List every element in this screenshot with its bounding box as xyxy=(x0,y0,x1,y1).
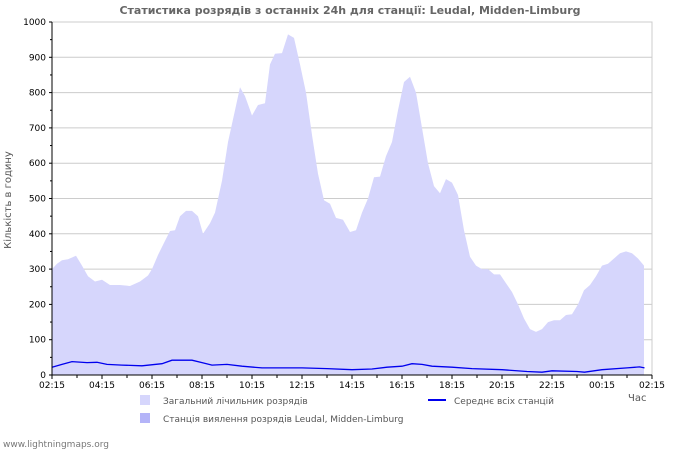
chart-title: Статистика розрядів з останніх 24h для с… xyxy=(119,4,580,17)
x-tick-label: 00:15 xyxy=(589,381,615,391)
y-tick-label: 300 xyxy=(29,265,46,275)
axes: 0 100 200 300 400 500 600 700 800 900 1000 02:15 04:… xyxy=(23,18,665,391)
legend-swatch-total xyxy=(140,395,150,405)
data-marks xyxy=(51,34,645,376)
x-tick-label: 08:15 xyxy=(189,381,215,391)
y-tick-label: 400 xyxy=(29,230,46,240)
legend-label-average: Середнє всіх станцій xyxy=(454,397,554,407)
legend-swatch-station xyxy=(140,413,150,423)
y-tick-label: 0 xyxy=(40,371,46,381)
average-stations-line xyxy=(51,359,645,373)
x-axis-label: Час xyxy=(628,393,646,404)
x-tick-label: 10:15 xyxy=(239,381,265,391)
x-tick-label: 12:15 xyxy=(289,381,315,391)
y-tick-label: 500 xyxy=(29,195,46,205)
legend-label-station: Станція виялення розрядів Leudal, Midden… xyxy=(163,415,403,425)
x-tick-label: 06:15 xyxy=(139,381,165,391)
y-tick-label: 200 xyxy=(29,300,46,310)
total-strikes-area xyxy=(52,34,644,376)
x-tick-label: 22:15 xyxy=(539,381,565,391)
x-tick-label: 18:15 xyxy=(439,381,465,391)
footer-link[interactable]: www.lightningmaps.org xyxy=(3,440,109,450)
x-tick-label: 14:15 xyxy=(339,381,365,391)
y-tick-label: 1000 xyxy=(23,18,46,28)
x-tick-label: 02:15 xyxy=(39,381,65,391)
y-tick-label: 800 xyxy=(29,89,46,99)
legend-label-total: Загальний лічильник розрядів xyxy=(163,397,308,407)
x-tick-label: 16:15 xyxy=(389,381,415,391)
x-tick-label: 02:15 xyxy=(639,381,665,391)
y-axis-label: Кількість в годину xyxy=(2,151,14,249)
x-tick-label: 20:15 xyxy=(489,381,515,391)
y-tick-label: 100 xyxy=(29,336,46,346)
y-tick-label: 900 xyxy=(29,53,46,63)
y-tick-label: 700 xyxy=(29,124,46,134)
y-tick-label: 600 xyxy=(29,159,46,169)
x-tick-label: 04:15 xyxy=(89,381,115,391)
